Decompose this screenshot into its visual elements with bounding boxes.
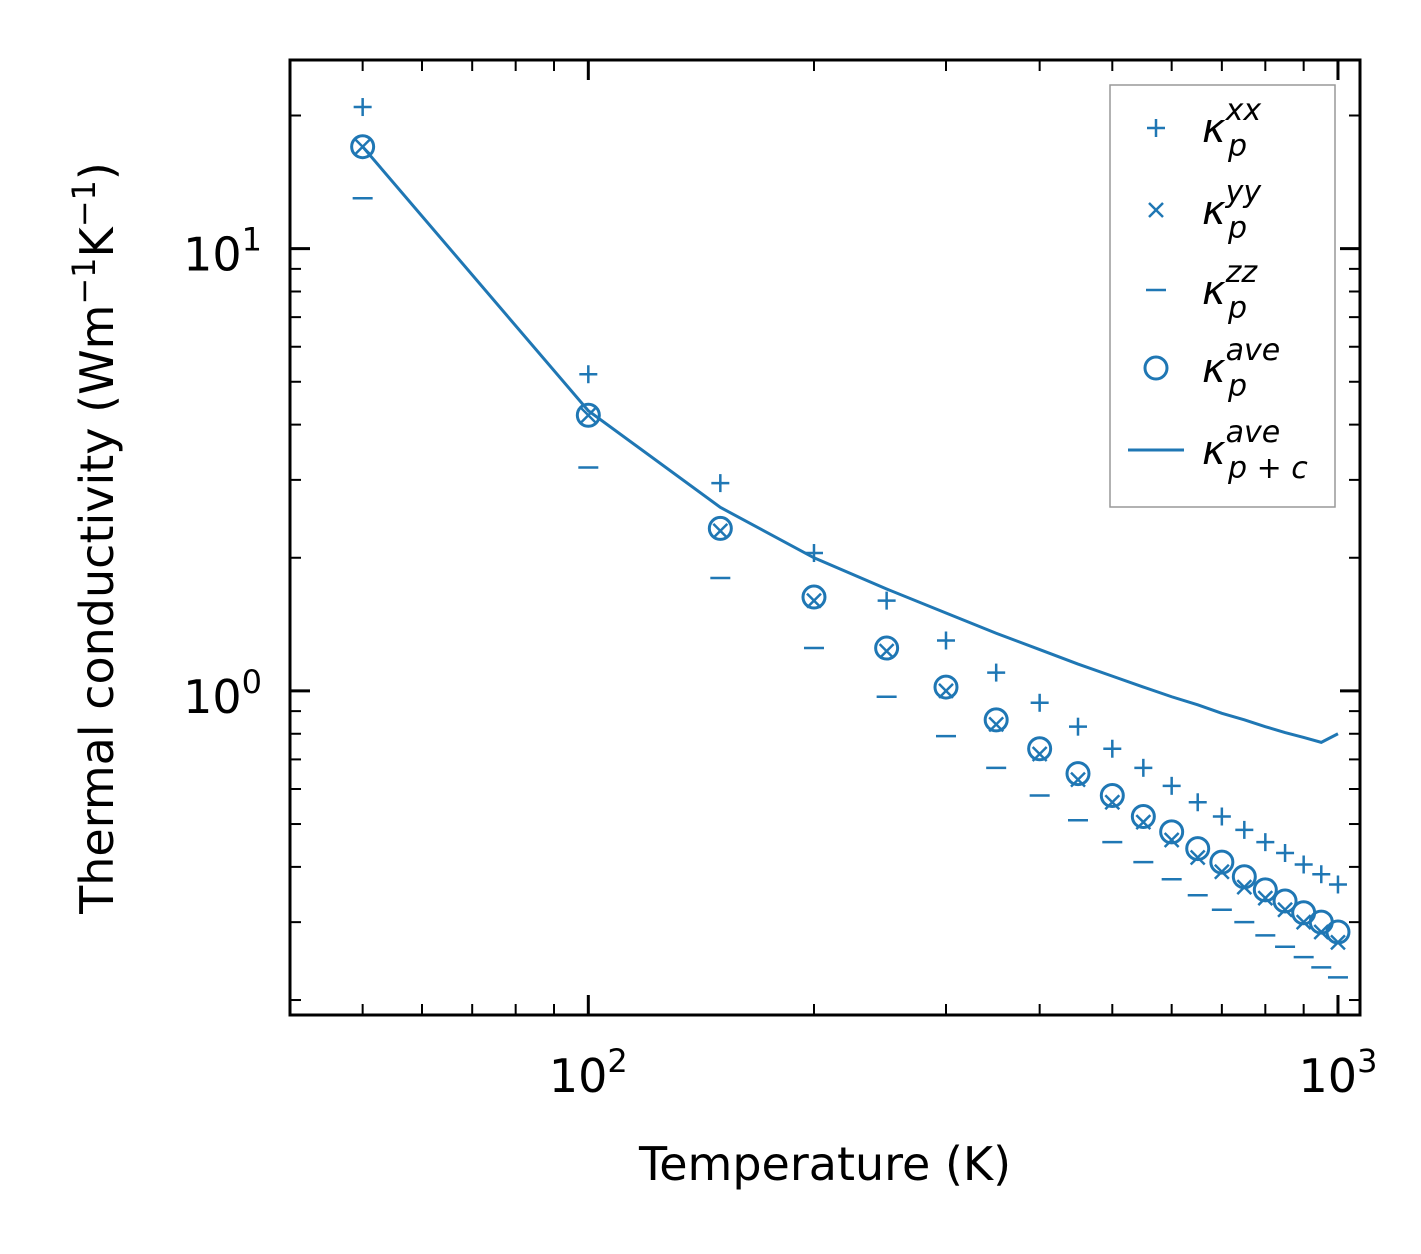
data-point-plus: [1188, 793, 1207, 812]
data-point-circle: [1159, 819, 1185, 845]
data-point-circle: [1272, 888, 1298, 914]
data-point-plus: [1294, 855, 1313, 874]
tick-labels: 102 103 100 101: [183, 221, 1377, 1103]
data-point-x: [1257, 890, 1274, 906]
data-point-circle: [1231, 864, 1257, 890]
data-point-circle: [1209, 849, 1235, 875]
data-point-circle: [933, 674, 959, 700]
data-point-circle: [801, 584, 827, 610]
y-axis-label: Thermal conductivity (Wm−1K−1): [65, 162, 124, 915]
data-point-circle: [1027, 736, 1053, 762]
data-point-plus: [711, 474, 730, 493]
data-point-x-b: [712, 523, 729, 539]
data-point-x-b: [1295, 914, 1312, 931]
data-point-plus: [1030, 693, 1049, 712]
data-point-plus: [1212, 807, 1231, 826]
data-point-circle: [350, 134, 376, 160]
y-axis-label-exp2: −1: [65, 180, 103, 227]
data-point-x: [806, 592, 822, 609]
data-point-plus: [1276, 843, 1295, 862]
legend-marker-circle: [1143, 355, 1169, 381]
y-tick-label: 101: [183, 221, 262, 282]
data-point-circle: [1252, 877, 1278, 903]
data-point-x-b: [1257, 890, 1274, 906]
data-point-x: [712, 523, 729, 539]
data-point-circle: [1185, 836, 1211, 862]
data-point-x-b: [1277, 901, 1293, 918]
data-point-x-b: [580, 407, 597, 424]
legend-marker-x-b: [1148, 202, 1164, 218]
legend-label: κave p + c: [1202, 415, 1308, 486]
data-point-plus: [1312, 865, 1331, 884]
data-point-plus: [579, 365, 598, 384]
series-ave-circle: [350, 134, 1351, 945]
data-point-x: [1277, 901, 1293, 918]
y-axis-label-main: Thermal conductivity (Wm: [70, 305, 124, 915]
legend-label: κyy p: [1202, 175, 1262, 246]
data-point-plus: [1235, 820, 1254, 839]
y-axis-label-exp1: −1: [65, 257, 103, 304]
plot-frame: [288, 58, 1362, 1017]
data-point-x-b: [878, 643, 895, 660]
data-point-plus: [1256, 833, 1275, 852]
data-point-x: [1189, 849, 1206, 866]
data-point-plus: [1134, 758, 1153, 777]
x-axis-label: Temperature (K): [638, 1137, 1011, 1191]
data-point-circle: [1130, 803, 1156, 829]
data-point-x-b: [1163, 832, 1180, 848]
data-point-circle: [575, 402, 601, 428]
data-point-plus: [1103, 739, 1122, 758]
legend: κxx p κyy p κzz p κave p κave p + c: [1109, 84, 1336, 508]
minor-ticks: [289, 60, 1360, 1015]
series-line-p-plus-c-ave: [361, 145, 1339, 744]
data-point-x: [878, 643, 895, 660]
data-point-x-b: [1189, 849, 1206, 866]
legend-frame: [1109, 84, 1336, 508]
y-tick-label: 100: [183, 663, 262, 724]
plot-content: [350, 98, 1351, 979]
data-point-x: [1295, 914, 1312, 931]
data-point-plus: [1069, 717, 1088, 736]
x-tick-label: 102: [549, 1042, 628, 1103]
data-point-plus: [936, 631, 955, 650]
legend-marker-plus: [1147, 119, 1165, 137]
data-point-circle: [1065, 761, 1091, 787]
y-axis-label-unit: K: [70, 225, 124, 257]
data-point-circle: [1325, 919, 1351, 945]
series-xx-plus: [353, 98, 1347, 894]
data-point-plus: [1162, 776, 1181, 795]
major-ticks: [290, 60, 1360, 1015]
data-point-circle: [983, 707, 1009, 733]
data-point-circle: [1099, 783, 1125, 809]
x-tick-label: 103: [1299, 1042, 1378, 1103]
legend-label: κxx p: [1202, 93, 1261, 164]
data-point-circle: [874, 635, 900, 661]
data-point-plus: [987, 663, 1006, 682]
series-zz-hline: [352, 196, 1348, 979]
data-point-plus: [1328, 875, 1347, 894]
data-point-plus: [353, 98, 372, 117]
data-point-plus: [877, 591, 896, 610]
data-point-x: [580, 407, 597, 424]
legend-label: κave p: [1202, 333, 1280, 404]
data-point-x: [1163, 832, 1180, 848]
legend-label: κzz p: [1202, 255, 1258, 326]
data-point-x-b: [806, 592, 822, 609]
series-ave-line: [361, 145, 1339, 744]
data-point-circle: [707, 515, 733, 541]
y-axis-label-close: ): [70, 162, 124, 180]
legend-marker-x: [1148, 202, 1164, 218]
